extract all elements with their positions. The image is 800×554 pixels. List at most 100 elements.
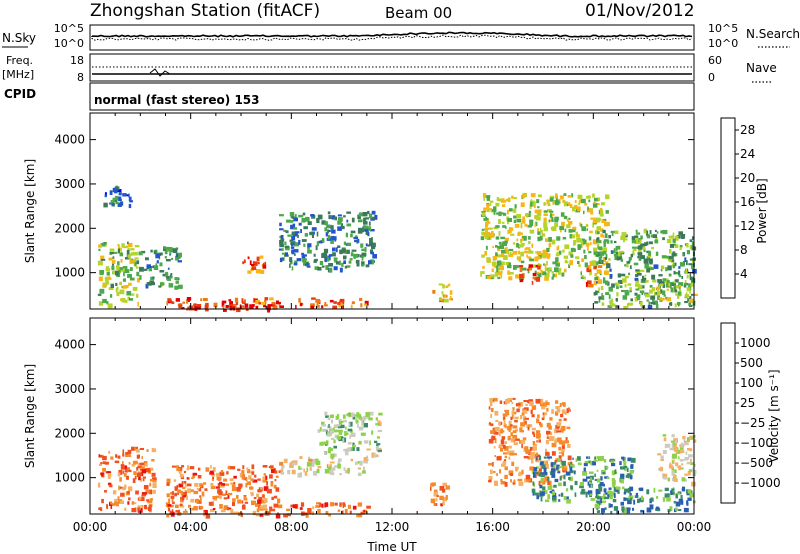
power-cell-8 xyxy=(605,210,609,214)
power-cell-0 xyxy=(127,247,130,252)
y-tick-label: 1000 xyxy=(54,266,85,280)
velocity-cell-6 xyxy=(502,452,508,455)
power-cell-11 xyxy=(638,245,643,250)
cpid-panel: CPID normal (fast stereo) 153 xyxy=(4,82,695,111)
power-cell-11 xyxy=(650,302,656,305)
velocity-cell-9 xyxy=(663,437,667,442)
power-cell-8 xyxy=(602,263,606,266)
velocity-cell-2 xyxy=(187,477,190,480)
power-cell-11 xyxy=(691,244,695,248)
velocity-cell-6 xyxy=(554,440,557,444)
velocity-cell-0 xyxy=(136,467,139,471)
velocity-cell-8 xyxy=(687,497,692,501)
power-cell-3 xyxy=(241,298,244,303)
velocity-cell-0 xyxy=(100,472,104,475)
power-cell-8 xyxy=(520,238,523,243)
velocity-cell-9 xyxy=(687,448,692,451)
velocity-cell-2 xyxy=(254,474,257,478)
power-cell-12 xyxy=(684,294,690,298)
velocity-cell-0 xyxy=(113,501,117,506)
velocity-cell-0 xyxy=(141,492,147,495)
velocity-cell-2 xyxy=(194,483,199,487)
velocity-cell-8 xyxy=(689,492,694,498)
power-cell-11 xyxy=(615,305,620,309)
velocity-cell-4 xyxy=(338,431,343,435)
velocity-cell-7 xyxy=(590,498,596,501)
power-cell-11 xyxy=(666,239,672,244)
velocity-cell-8 xyxy=(649,504,654,510)
power-cell-8 xyxy=(605,194,610,200)
velocity-cell-6 xyxy=(542,414,545,420)
power-cell-2 xyxy=(145,283,149,289)
power-cell-11 xyxy=(674,303,677,308)
power-cell-8 xyxy=(498,219,501,224)
power-cell-2 xyxy=(159,262,163,267)
velocity-cell-3 xyxy=(279,461,284,466)
power-cell-6 xyxy=(290,241,295,245)
power-cell-8 xyxy=(509,227,514,231)
y-tick-label: 4000 xyxy=(54,133,85,147)
velocity-cell-4 xyxy=(347,428,353,432)
power-cell-8 xyxy=(543,222,548,228)
velocity-cell-1 xyxy=(347,504,351,509)
power-cell-0 xyxy=(117,248,120,254)
velocity-cell-8 xyxy=(629,497,633,501)
power-cell-3 xyxy=(310,305,315,309)
velocity-cell-1 xyxy=(233,511,239,515)
power-cell-12 xyxy=(693,293,698,296)
velocity-cell-4 xyxy=(329,414,334,419)
power-cell-3 xyxy=(221,302,225,307)
noise-left-label: N.Sky xyxy=(2,31,36,45)
power-cell-8 xyxy=(527,269,530,274)
velocity-cell-0 xyxy=(98,463,102,466)
power-cell-6 xyxy=(338,217,343,222)
velocity-cell-0 xyxy=(145,489,149,494)
velocity-cell-6 xyxy=(555,458,559,462)
velocity-cell-8 xyxy=(637,499,640,504)
power-cell-11 xyxy=(598,298,601,303)
velocity-cell-4 xyxy=(358,426,364,431)
power-cell-8 xyxy=(528,210,532,214)
power-cell-6 xyxy=(318,240,323,244)
power-cell-6 xyxy=(289,257,293,262)
velocity-cell-2 xyxy=(174,492,178,497)
power-cell-11 xyxy=(653,300,658,305)
velocity-cell-0 xyxy=(118,485,121,491)
velocity-cell-7 xyxy=(577,462,582,466)
power-cell-8 xyxy=(574,204,578,210)
velocity-cell-2 xyxy=(278,470,283,473)
velocity-cell-1 xyxy=(315,505,321,508)
power-cell-8 xyxy=(602,257,606,261)
velocity-cell-0 xyxy=(132,478,136,483)
velocity-cell-4 xyxy=(375,417,378,421)
power-cell-3 xyxy=(229,301,233,306)
velocity-cell-1 xyxy=(339,502,342,507)
power-cell-8 xyxy=(538,263,540,268)
velocity-cell-6 xyxy=(508,420,512,426)
power-cell-11 xyxy=(690,293,696,296)
velocity-cell-2 xyxy=(179,473,184,478)
velocity-cell-6 xyxy=(533,444,538,447)
power-cell-8 xyxy=(556,236,561,241)
velocity-cell-7 xyxy=(630,457,636,463)
power-cell-6 xyxy=(361,264,365,267)
power-cell-6 xyxy=(303,261,305,266)
power-cell-3 xyxy=(310,303,315,307)
power-cell-6 xyxy=(364,247,367,252)
power-cell-8 xyxy=(577,245,581,250)
velocity-cell-8 xyxy=(616,510,619,515)
velocity-cell-3 xyxy=(292,462,297,466)
colorbar-tick-label: −500 xyxy=(740,456,773,470)
power-cell-0 xyxy=(107,303,113,309)
power-cell-8 xyxy=(540,269,543,273)
velocity-cell-3 xyxy=(329,464,332,468)
velocity-cell-0 xyxy=(136,455,140,459)
power-cell-8 xyxy=(501,249,506,254)
power-cell-11 xyxy=(689,258,694,261)
power-cell-8 xyxy=(507,270,510,275)
power-cell-8 xyxy=(575,256,580,259)
power-cell-9 xyxy=(527,267,533,271)
velocity-cell-7 xyxy=(543,490,548,495)
velocity-cell-7 xyxy=(540,477,544,483)
